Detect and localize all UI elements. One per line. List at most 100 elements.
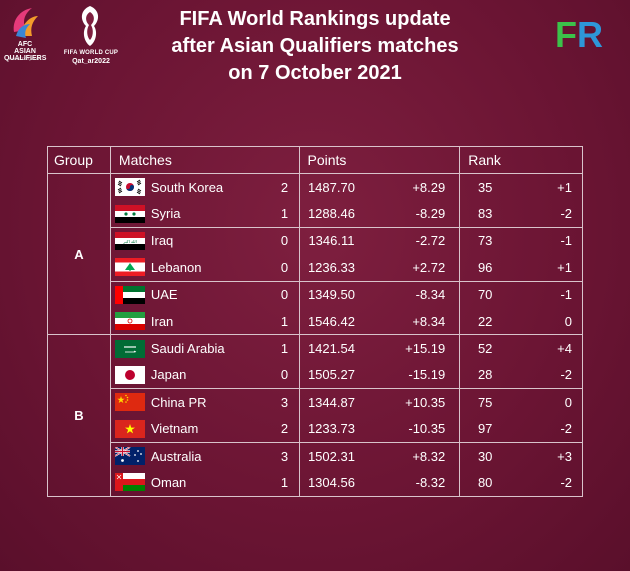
table-row: Oman 1 1304.56 -8.32 80 -2: [48, 469, 584, 497]
rank-change: +1: [510, 254, 584, 282]
points-value: 1344.87: [298, 388, 364, 416]
rank-value: 52: [459, 334, 511, 362]
points-change: -8.29: [363, 200, 461, 228]
match-score: 1: [270, 469, 300, 497]
header-matches: Matches: [109, 146, 300, 174]
rank-value: 96: [459, 254, 511, 282]
syria-flag-icon: [114, 204, 145, 223]
match-score: 0: [270, 361, 300, 390]
rank-value: 83: [459, 200, 511, 228]
flag-cell: [109, 173, 149, 201]
table-row: Iran 1 1546.42 +8.34 22 0: [48, 307, 584, 336]
flag-cell: [109, 441, 149, 470]
points-value: 1546.42: [298, 307, 364, 336]
asian-qualifiers-wordmark: AFC ASIAN QUALIFIERS: [4, 41, 47, 62]
rank-value: 75: [459, 388, 511, 416]
points-change: +2.72: [363, 254, 461, 282]
points-value: 1233.73: [298, 415, 364, 443]
points-value: 1349.50: [298, 280, 364, 308]
team-name: Oman: [148, 469, 271, 497]
rank-value: 73: [459, 226, 511, 255]
flag-cell: [109, 361, 149, 390]
asian-qualifiers-tagline: ROAD TO QATAR: [8, 56, 42, 61]
table-row: Vietnam 2 1233.73 -10.35 97 -2: [48, 415, 584, 443]
rank-change: +1: [510, 173, 584, 201]
rank-change: -1: [510, 226, 584, 255]
team-name: Iraq: [148, 226, 271, 255]
rank-value: 28: [459, 361, 511, 390]
flag-cell: [109, 307, 149, 336]
table-row: Syria 1 1288.46 -8.29 83 -2: [48, 200, 584, 228]
points-change: -10.35: [363, 415, 461, 443]
table-row: A South Korea 2 1487.70 +8.29 35 +1: [47, 172, 584, 336]
brand-letter-f: F: [555, 14, 577, 55]
world-cup-line2: Qat_ar2022: [72, 58, 110, 65]
rank-value: 80: [459, 469, 511, 497]
points-value: 1288.46: [298, 200, 364, 228]
match-score: 0: [270, 280, 300, 308]
rankings-table: Group Matches Points Rank A South Korea 2 1…: [47, 146, 584, 497]
table-row: الله اكبر Iraq 0 1346.11 -2.72 73 -1: [48, 226, 584, 255]
rankings-body: A South Korea 2 1487.70 +8.29 35 +1 Syria 1 1288.…: [47, 172, 584, 497]
flag-cell: [109, 200, 149, 228]
saudi-arabia-flag-icon: [114, 339, 145, 358]
rank-change: 0: [510, 388, 584, 416]
rank-change: -2: [510, 361, 584, 390]
rank-change: -2: [510, 415, 584, 443]
header-group: Group: [47, 146, 111, 174]
points-change: -15.19: [363, 361, 461, 390]
match-score: 1: [270, 334, 300, 362]
points-value: 1505.27: [298, 361, 364, 390]
flag-cell: [109, 334, 149, 362]
team-name: Iran: [148, 307, 271, 336]
points-change: +8.34: [363, 307, 461, 336]
rank-change: +4: [510, 334, 584, 362]
points-value: 1487.70: [298, 173, 364, 201]
headline-line1: FIFA World Rankings update: [179, 8, 451, 30]
header-rank: Rank: [459, 146, 583, 174]
australia-flag-icon: [114, 447, 145, 466]
team-name: Japan: [148, 361, 271, 390]
headline: FIFA World Rankings update after Asian Q…: [130, 6, 500, 87]
uae-flag-icon: [114, 285, 145, 304]
points-value: 1304.56: [298, 469, 364, 497]
team-name: Lebanon: [148, 254, 271, 282]
points-change: +10.35: [363, 388, 461, 416]
table-row: UAE 0 1349.50 -8.34 70 -1: [48, 280, 584, 308]
match-score: 1: [270, 307, 300, 336]
group-label: B: [47, 334, 111, 497]
asian-qualifiers-logo: AFC ASIAN QUALIFIERS ROAD TO QATAR: [4, 6, 46, 68]
table-row: China PR 3 1344.87 +10.35 75 0: [48, 388, 584, 416]
points-value: 1236.33: [298, 254, 364, 282]
headline-line2: after Asian Qualifiers matches: [171, 35, 459, 57]
team-name: South Korea: [148, 173, 271, 201]
svg-text:الله اكبر: الله اكبر: [122, 239, 137, 244]
flag-cell: [109, 280, 149, 308]
japan-flag-icon: [114, 365, 145, 384]
world-cup-logo: FIFA WORLD CUP Qat_ar2022: [60, 4, 122, 68]
team-name: China PR: [148, 388, 271, 416]
fr-brand-logo: FR: [555, 15, 603, 55]
match-score: 1: [270, 200, 300, 228]
points-change: +8.32: [363, 441, 461, 470]
match-score: 0: [270, 254, 300, 282]
brand-letter-r: R: [577, 14, 603, 55]
table-row: B Saudi Arabia 1 1421.54 +15.19 52 +4: [47, 334, 584, 497]
header-points: Points: [298, 146, 461, 174]
points-value: 1502.31: [298, 441, 364, 470]
table-header-row: Group Matches Points Rank: [47, 146, 583, 174]
asian-qualifiers-emblem-icon: [13, 8, 38, 38]
rank-change: 0: [510, 307, 584, 336]
rank-value: 70: [459, 280, 511, 308]
table-row: Lebanon 0 1236.33 +2.72 96 +1: [48, 254, 584, 282]
vietnam-flag-icon: [114, 419, 145, 438]
iran-flag-icon: [114, 312, 145, 331]
china-flag-icon: [114, 393, 145, 412]
rank-value: 35: [459, 173, 511, 201]
world-cup-line1: FIFA WORLD CUP: [63, 50, 119, 56]
flag-cell: [109, 469, 149, 497]
team-name: Syria: [148, 200, 271, 228]
points-change: -2.72: [363, 226, 461, 255]
match-score: 3: [270, 441, 300, 470]
team-name: UAE: [148, 280, 271, 308]
